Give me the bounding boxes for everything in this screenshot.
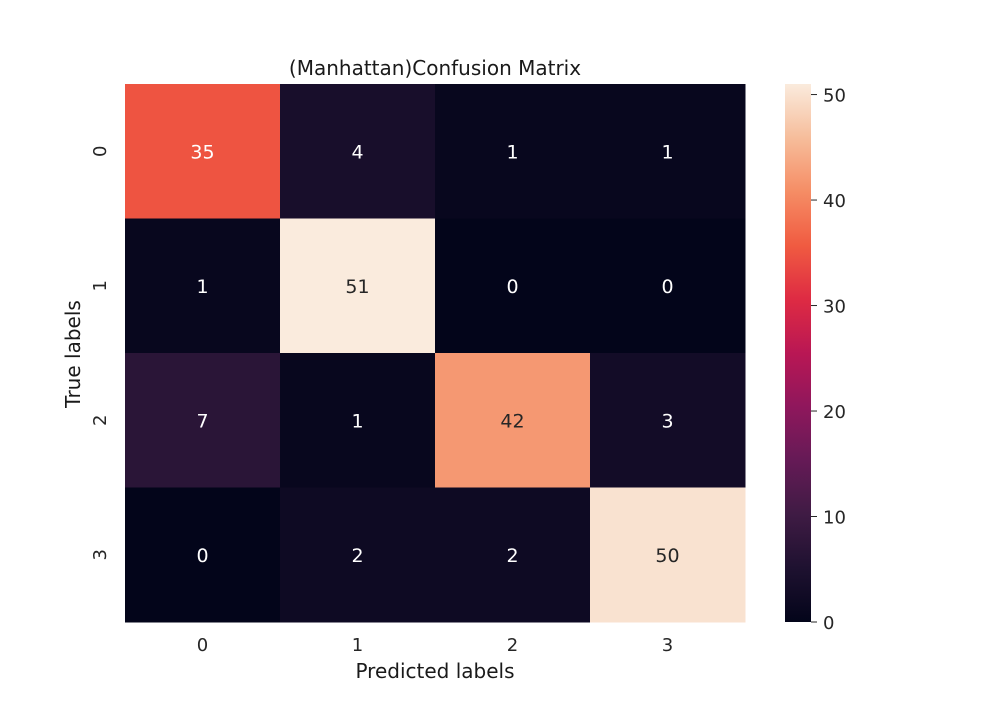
heatmap-cell-label-r2-c1: 1 <box>351 410 363 432</box>
heatmap-cell-label-r1-c1: 51 <box>345 276 369 298</box>
colorbar-tick-label-0: 0 <box>823 613 834 634</box>
heatmap-cell-label-r3-c3: 50 <box>655 545 679 567</box>
heatmap-cell-label-r3-c2: 2 <box>506 545 518 567</box>
y-tick-label-2: 2 <box>90 415 111 426</box>
heatmap-cell-r0-c0 <box>125 84 281 219</box>
x-axis-ticks: 0 1 2 3 <box>197 635 673 656</box>
heatmap-cell-r0-c2 <box>435 84 591 219</box>
heatmap-cell-label-r1-c3: 0 <box>661 276 673 298</box>
heatmap-cell-r2-c3 <box>590 353 746 488</box>
heatmap-cell-label-r0-c3: 1 <box>661 141 673 163</box>
y-axis-ticks: 0 1 2 3 <box>90 146 111 561</box>
heatmap-cell-r0-c1 <box>280 84 436 219</box>
heatmap-cell-r1-c1 <box>280 218 436 354</box>
y-tick-label-1: 1 <box>90 280 111 291</box>
colorbar-tick-label-1: 10 <box>823 508 846 529</box>
heatmap-cell-label-r2-c2: 42 <box>500 410 524 432</box>
chart-title: (Manhattan)Confusion Matrix <box>289 56 581 80</box>
heatmap-cell-label-r3-c1: 2 <box>351 545 363 567</box>
colorbar <box>785 84 811 622</box>
colorbar-tick-label-2: 20 <box>823 402 846 423</box>
colorbar-tick-label-5: 50 <box>823 86 846 107</box>
x-tick-label-1: 1 <box>352 635 363 656</box>
y-tick-label-3: 3 <box>90 549 111 560</box>
heatmap-cell-r3-c1 <box>280 487 436 623</box>
heatmap-cell-label-r3-c0: 0 <box>196 545 208 567</box>
heatmap-cell-r0-c3 <box>590 84 746 219</box>
colorbar-tick-label-4: 40 <box>823 191 846 212</box>
heatmap-cell-r3-c3 <box>590 487 746 623</box>
colorbar-tick-label-3: 30 <box>823 297 846 318</box>
heatmap-cell-label-r2-c0: 7 <box>196 410 208 432</box>
heatmap-cells <box>125 84 746 623</box>
heatmap-cell-r1-c0 <box>125 218 281 354</box>
heatmap-cell-r3-c2 <box>435 487 591 623</box>
heatmap-cell-r2-c2 <box>435 353 591 488</box>
y-axis-label: True labels <box>61 300 85 409</box>
heatmap-cell-labels: 35 4 1 1 1 51 0 0 7 1 42 3 0 2 2 50 <box>190 141 679 567</box>
heatmap-cell-r2-c1 <box>280 353 436 488</box>
heatmap-cell-label-r1-c2: 0 <box>506 276 518 298</box>
heatmap-cell-label-r0-c0: 35 <box>190 141 214 163</box>
heatmap-cell-label-r1-c0: 1 <box>196 276 208 298</box>
x-axis-label: Predicted labels <box>355 659 514 683</box>
heatmap-cell-r1-c2 <box>435 218 591 354</box>
heatmap-cell-label-r0-c1: 4 <box>351 141 363 163</box>
x-tick-label-2: 2 <box>507 635 518 656</box>
heatmap-cell-r2-c0 <box>125 353 281 488</box>
heatmap-cell-r1-c3 <box>590 218 746 354</box>
x-tick-label-0: 0 <box>197 635 208 656</box>
heatmap-cell-r3-c0 <box>125 487 281 623</box>
heatmap-cell-label-r0-c2: 1 <box>506 141 518 163</box>
heatmap-cell-label-r2-c3: 3 <box>661 410 673 432</box>
x-tick-label-3: 3 <box>662 635 673 656</box>
y-tick-label-0: 0 <box>90 146 111 157</box>
colorbar-ticks: 0 10 20 30 40 50 <box>811 86 846 634</box>
